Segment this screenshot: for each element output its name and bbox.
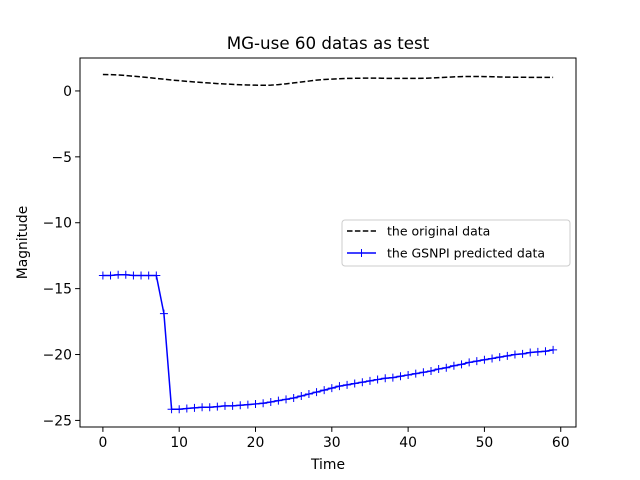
data-point [541,347,550,356]
data-point [213,402,222,411]
data-point [381,374,390,383]
data-point [358,378,367,387]
data-point [396,372,405,381]
data-point [411,369,420,378]
x-tick-label: 40 [399,435,417,451]
y-tick-label: −10 [43,216,72,232]
data-point [274,396,283,405]
data-point [129,271,138,280]
x-tick-label: 50 [476,435,494,451]
x-axis: 0 10 20 30 40 50 60 [98,427,570,451]
y-tick-label: −20 [43,348,72,364]
data-point [442,363,451,372]
data-point [503,351,512,360]
y-axis-label: Magnitude [15,206,31,280]
data-point [152,271,161,280]
data-point [144,271,153,280]
data-point [549,345,558,354]
data-point [472,357,481,366]
data-point [167,405,176,414]
y-tick-label: −5 [52,150,72,166]
data-point [259,399,268,408]
data-point [121,270,130,279]
data-point [365,376,374,385]
data-point [228,401,237,410]
legend: the original data the GSNPI predicted da… [341,219,571,267]
legend-label-predicted: the GSNPI predicted data [387,246,545,261]
data-point [198,403,207,412]
data-point [350,379,359,388]
data-point [205,403,214,412]
y-tick-label: 0 [63,84,72,100]
data-point [289,394,298,403]
data-point [304,390,313,399]
x-axis-label: Time [310,457,345,473]
legend-box [341,219,571,267]
data-point [335,382,344,391]
data-point [388,373,397,382]
data-point [488,354,497,363]
x-tick-label: 0 [98,435,107,451]
data-point [236,401,245,410]
x-tick-label: 10 [170,435,188,451]
plot-frame [79,57,577,428]
y-tick-label: −25 [43,413,72,429]
data-point [266,397,275,406]
y-tick-label: −15 [43,282,72,298]
data-point [297,392,306,401]
plot-series [98,73,558,414]
data-point [533,347,542,356]
legend-label-original: the original data [387,224,490,239]
series-line-0 [102,73,554,87]
data-point [465,358,474,367]
legend-marker-predicted [357,249,366,257]
series-line-1 [102,274,554,410]
data-point [182,404,191,413]
data-point [457,360,466,369]
data-point [159,309,168,318]
data-point [282,395,291,404]
data-point [98,271,107,280]
data-point [190,403,199,412]
x-tick-label: 30 [323,435,341,451]
data-point [518,349,527,358]
data-point [312,388,321,397]
x-tick-label: 60 [552,435,570,451]
data-point [526,348,535,357]
data-point [175,405,184,414]
data-point [327,384,336,393]
data-point [243,400,252,409]
data-point [137,271,146,280]
data-point [114,270,123,279]
data-point [343,380,352,389]
data-point [510,350,519,359]
data-point [449,361,458,370]
data-point [373,375,382,384]
data-point [404,370,413,379]
x-tick-label: 20 [247,435,265,451]
data-point [106,271,115,280]
data-point [495,353,504,362]
data-point [251,399,260,408]
data-point [320,386,329,395]
data-point [419,368,428,377]
y-axis: 0 −5 −10 −15 −20 −25 [43,84,80,429]
data-point [480,355,489,364]
data-point [434,365,443,374]
chart-title: MG-use 60 datas as test [227,33,430,53]
data-point [220,401,229,410]
data-point [427,366,436,375]
